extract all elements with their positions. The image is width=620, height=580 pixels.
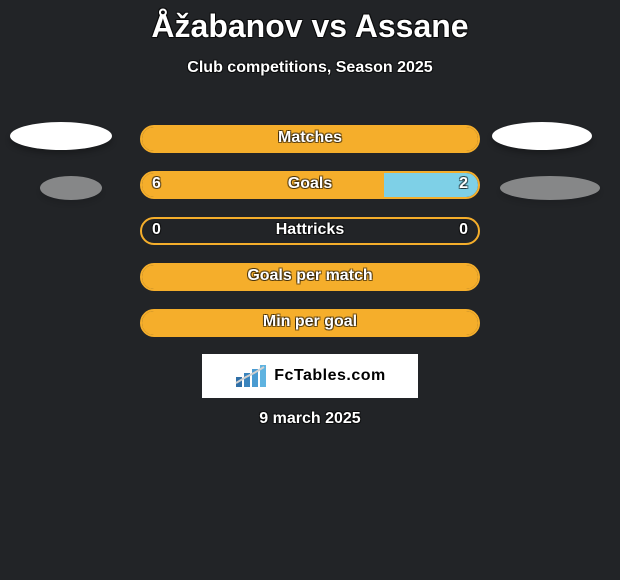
stat-label: Goals bbox=[140, 171, 480, 197]
stat-label: Goals per match bbox=[140, 263, 480, 289]
page-title: Åžabanov vs Assane bbox=[0, 0, 620, 45]
stat-value-player1: 6 bbox=[152, 171, 161, 197]
fctables-logo: FcTables.com bbox=[202, 354, 418, 398]
logo-text: FcTables.com bbox=[274, 367, 386, 385]
stat-value-player1: 0 bbox=[152, 217, 161, 243]
stat-row: Matches bbox=[0, 125, 620, 153]
bars-icon bbox=[234, 363, 268, 389]
stat-rows: Matches Goals6 2 Hattricks0 0 Goals per match… bbox=[0, 125, 620, 355]
footer-date: 9 march 2025 bbox=[0, 410, 620, 428]
page-subtitle: Club competitions, Season 2025 bbox=[0, 59, 620, 77]
stat-row: Goals6 2 bbox=[0, 171, 620, 199]
stat-row: Min per goal bbox=[0, 309, 620, 337]
stat-label: Min per goal bbox=[140, 309, 480, 335]
stat-value-player2: 0 bbox=[459, 217, 468, 243]
stat-label: Hattricks bbox=[140, 217, 480, 243]
stat-row: Hattricks0 0 bbox=[0, 217, 620, 245]
stat-row: Goals per match bbox=[0, 263, 620, 291]
stat-value-player2: 2 bbox=[459, 171, 468, 197]
stat-label: Matches bbox=[140, 125, 480, 151]
comparison-card: Åžabanov vs Assane Club competitions, Se… bbox=[0, 0, 620, 580]
